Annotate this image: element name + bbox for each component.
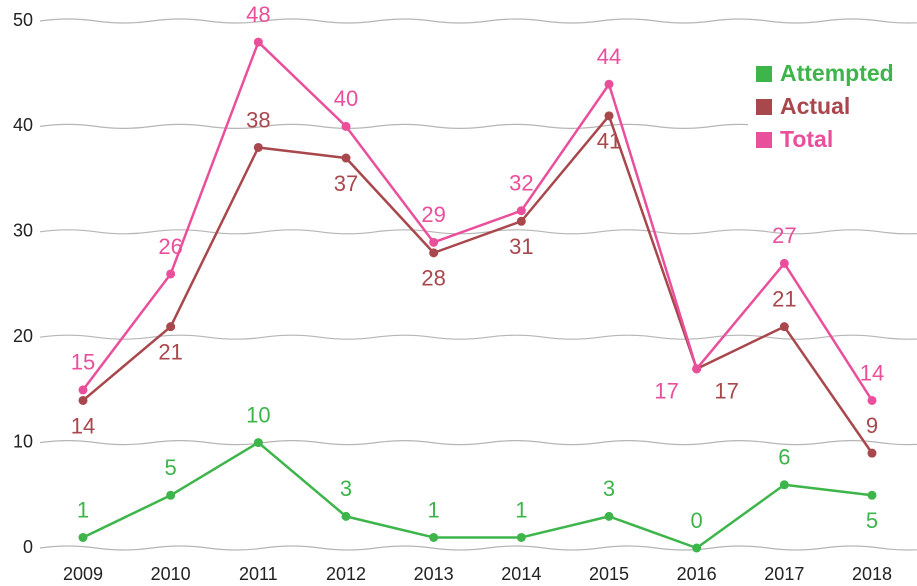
y-tick-label: 10	[13, 431, 33, 451]
series-line	[82, 114, 874, 454]
x-tick-label: 2016	[677, 564, 717, 584]
legend-label: Attempted	[780, 60, 894, 86]
data-point	[429, 237, 439, 247]
y-tick-label: 0	[23, 537, 33, 557]
x-tick-label: 2010	[151, 564, 191, 584]
grid-line	[39, 18, 917, 24]
data-point	[516, 216, 526, 226]
data-point	[867, 395, 877, 405]
data-point	[867, 448, 877, 458]
grid-line	[39, 545, 917, 551]
data-label: 1	[515, 497, 527, 522]
grid-line	[39, 440, 917, 446]
data-point	[604, 79, 614, 89]
data-point	[341, 511, 351, 521]
series-line	[82, 40, 874, 402]
data-point	[78, 385, 88, 395]
data-point	[867, 490, 877, 500]
data-label: 31	[509, 234, 533, 259]
legend-label: Actual	[780, 93, 850, 119]
data-label: 10	[246, 402, 270, 427]
x-tick-label: 2014	[501, 564, 541, 584]
data-point	[78, 395, 88, 405]
y-tick-label: 20	[13, 326, 33, 346]
data-point	[604, 111, 614, 121]
data-label: 48	[246, 2, 270, 27]
series-line	[82, 441, 873, 550]
data-label: 5	[866, 508, 878, 533]
data-point	[516, 206, 526, 216]
data-point	[429, 532, 439, 542]
legend: Attempted Actual Total	[748, 55, 917, 160]
x-tick-label: 2017	[764, 564, 804, 584]
y-tick-label: 50	[13, 10, 33, 30]
data-point	[779, 480, 789, 490]
data-label: 3	[603, 476, 615, 501]
data-label: 21	[158, 339, 182, 364]
data-label: 41	[597, 129, 621, 154]
data-point	[166, 322, 176, 332]
data-point	[429, 248, 439, 258]
legend-swatch	[756, 132, 772, 148]
x-tick-label: 2012	[326, 564, 366, 584]
data-label: 1	[428, 497, 440, 522]
legend-box	[748, 55, 917, 160]
data-label: 14	[71, 413, 95, 438]
data-point	[166, 269, 176, 279]
data-label: 3	[340, 476, 352, 501]
data-label: 17	[714, 379, 738, 404]
data-point	[692, 543, 702, 553]
legend-swatch	[756, 66, 772, 82]
data-point	[253, 37, 263, 47]
data-point	[341, 153, 351, 163]
data-label: 38	[246, 107, 270, 132]
data-point	[341, 121, 351, 131]
data-label: 32	[509, 171, 533, 196]
x-tick-label: 2015	[589, 564, 629, 584]
data-label: 15	[71, 350, 95, 375]
data-point	[166, 490, 176, 500]
x-tick-label: 2011	[239, 564, 278, 584]
x-tick-label: 2009	[63, 564, 103, 584]
data-point	[604, 511, 614, 521]
data-label: 0	[691, 508, 703, 533]
x-tick-label: 2018	[852, 564, 892, 584]
data-label: 6	[778, 445, 790, 470]
data-point	[779, 322, 789, 332]
data-label: 28	[421, 266, 445, 291]
data-label: 40	[334, 86, 358, 111]
data-point	[779, 258, 789, 268]
data-label: 1	[77, 497, 89, 522]
data-label: 29	[421, 202, 445, 227]
grid-line	[39, 229, 917, 235]
data-label: 9	[866, 413, 878, 438]
data-point	[78, 532, 88, 542]
y-tick-label: 30	[13, 221, 33, 241]
y-tick-label: 40	[13, 115, 33, 135]
grid-line	[39, 334, 917, 340]
data-label: 26	[158, 234, 182, 259]
data-point	[692, 364, 702, 374]
data-label: 21	[772, 286, 796, 311]
legend-swatch	[756, 99, 772, 115]
data-point	[516, 532, 526, 542]
data-point	[253, 142, 263, 152]
data-label: 14	[860, 360, 884, 385]
x-tick-label: 2013	[414, 564, 454, 584]
legend-label: Total	[780, 126, 833, 152]
data-point	[253, 438, 263, 448]
data-label: 5	[165, 455, 177, 480]
data-label: 44	[597, 44, 621, 69]
data-label: 27	[772, 223, 796, 248]
data-label: 17	[654, 379, 678, 404]
data-label: 37	[334, 171, 358, 196]
